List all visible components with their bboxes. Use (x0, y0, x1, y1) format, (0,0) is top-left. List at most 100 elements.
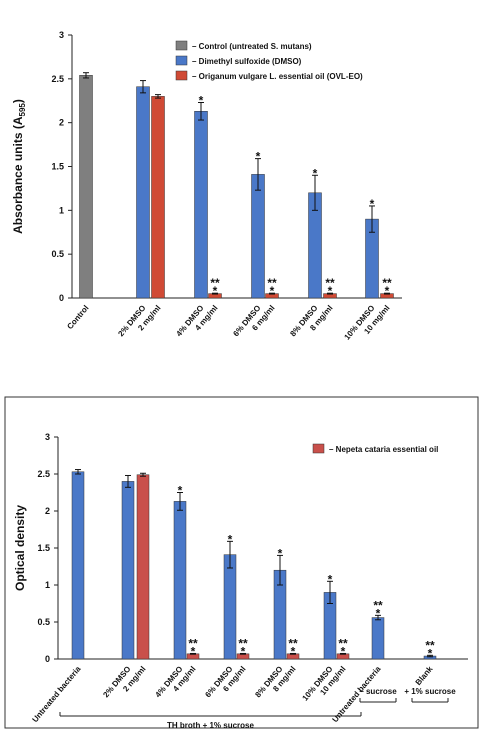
error-bar (190, 652, 196, 655)
chart-frame (4, 396, 479, 729)
error-bar (83, 72, 89, 79)
bar (79, 75, 93, 299)
error-bar (340, 652, 346, 655)
y-tick-label: 2.5 (51, 74, 64, 84)
significance-mark: ** (267, 276, 277, 290)
y-tick-label: 1.5 (51, 162, 64, 172)
y-label-end: ) (11, 99, 25, 103)
error-bar (177, 492, 183, 511)
error-bar (375, 614, 381, 621)
bar (136, 474, 150, 660)
error-bar (312, 174, 318, 211)
significance-mark: * (428, 646, 433, 660)
bar (71, 471, 85, 660)
y-tick-label: 2 (59, 118, 64, 128)
legend-swatch (175, 70, 188, 81)
error-bar (227, 540, 233, 569)
error-bar (384, 292, 390, 295)
significance-mark: * (313, 166, 318, 180)
bar (371, 617, 385, 660)
error-bar (327, 292, 333, 295)
y-tick-label: 0 (59, 293, 64, 303)
error-bar (212, 292, 218, 295)
y-tick-label: 0.5 (37, 617, 50, 627)
error-bar (369, 205, 375, 233)
error-bar (427, 654, 433, 658)
y-label-text: Absorbance units (A (11, 116, 25, 234)
bar (223, 554, 237, 660)
y-tick-label: 2 (45, 506, 50, 516)
significance-mark: ** (338, 636, 348, 650)
y-label-text: Optical density (13, 505, 27, 591)
significance-mark: * (328, 284, 333, 298)
group-bracket (59, 712, 362, 717)
x-tick-label: Control (65, 304, 90, 332)
significance-mark: * (291, 644, 296, 658)
significance-mark: * (178, 484, 183, 498)
error-bar (240, 652, 246, 655)
y-tick-label: 3 (59, 30, 64, 40)
x-tick-label: Untreated bacteria (30, 664, 82, 724)
error-bar (198, 102, 204, 121)
significance-mark: ** (288, 636, 298, 650)
x-tick-label: Blank (414, 664, 435, 687)
bar (173, 501, 187, 660)
error-bar (155, 94, 161, 99)
error-bar (125, 474, 131, 488)
significance-mark: ** (238, 636, 248, 650)
significance-mark: ** (188, 636, 198, 650)
bar (136, 86, 150, 299)
significance-mark: * (213, 284, 218, 298)
group-label: – sucrose (359, 687, 397, 696)
significance-mark: * (228, 532, 233, 546)
legend-swatch (312, 443, 325, 454)
significance-mark: * (328, 572, 333, 586)
y-axis-label: Optical density (13, 505, 27, 591)
bar (194, 111, 208, 299)
y-tick-label: 1 (59, 205, 64, 215)
significance-mark: * (385, 284, 390, 298)
y-axis-label: Absorbance units (A595) (11, 99, 27, 234)
significance-mark: * (341, 644, 346, 658)
y-tick-label: 2.5 (37, 469, 50, 479)
y-tick-label: 1.5 (37, 543, 50, 553)
significance-mark: * (256, 150, 261, 164)
group-label: TH broth + 1% sucrose (167, 721, 254, 730)
y-tick-label: 1 (45, 580, 50, 590)
legend-swatch (175, 40, 188, 51)
significance-mark: * (270, 284, 275, 298)
bar (251, 174, 265, 299)
significance-mark: ** (325, 276, 335, 290)
bar (151, 96, 165, 299)
legend-label: – Origanum vulgare L. essential oil (OVL… (192, 72, 363, 81)
legend-label: – Dimethyl sulfoxide (DMSO) (192, 57, 302, 66)
bar (121, 481, 135, 660)
error-bar (269, 292, 275, 295)
significance-mark: * (199, 94, 204, 108)
significance-mark: * (370, 197, 375, 211)
significance-mark: ** (382, 276, 392, 290)
group-label: + 1% sucrose (404, 687, 456, 696)
error-bar (255, 158, 261, 191)
significance-mark: ** (210, 276, 220, 290)
legend-label: – Control (untreated S. mutans) (192, 42, 312, 51)
error-bar (277, 554, 283, 586)
significance-mark: * (191, 644, 196, 658)
significance-mark: ** (425, 638, 435, 652)
significance-mark: ** (373, 598, 383, 612)
significance-mark: * (278, 546, 283, 560)
legend-label: – Nepeta cataria essential oil (329, 445, 438, 454)
error-bar (75, 469, 81, 475)
group-bracket (411, 698, 449, 703)
error-bar (140, 80, 146, 94)
error-bar (140, 472, 146, 477)
legend-swatch (175, 55, 188, 66)
error-bar (290, 652, 296, 655)
error-bar (327, 580, 333, 604)
y-tick-label: 0.5 (51, 249, 64, 259)
group-bracket (359, 698, 397, 703)
significance-mark: * (376, 606, 381, 620)
y-tick-label: 3 (45, 432, 50, 442)
significance-mark: * (241, 644, 246, 658)
